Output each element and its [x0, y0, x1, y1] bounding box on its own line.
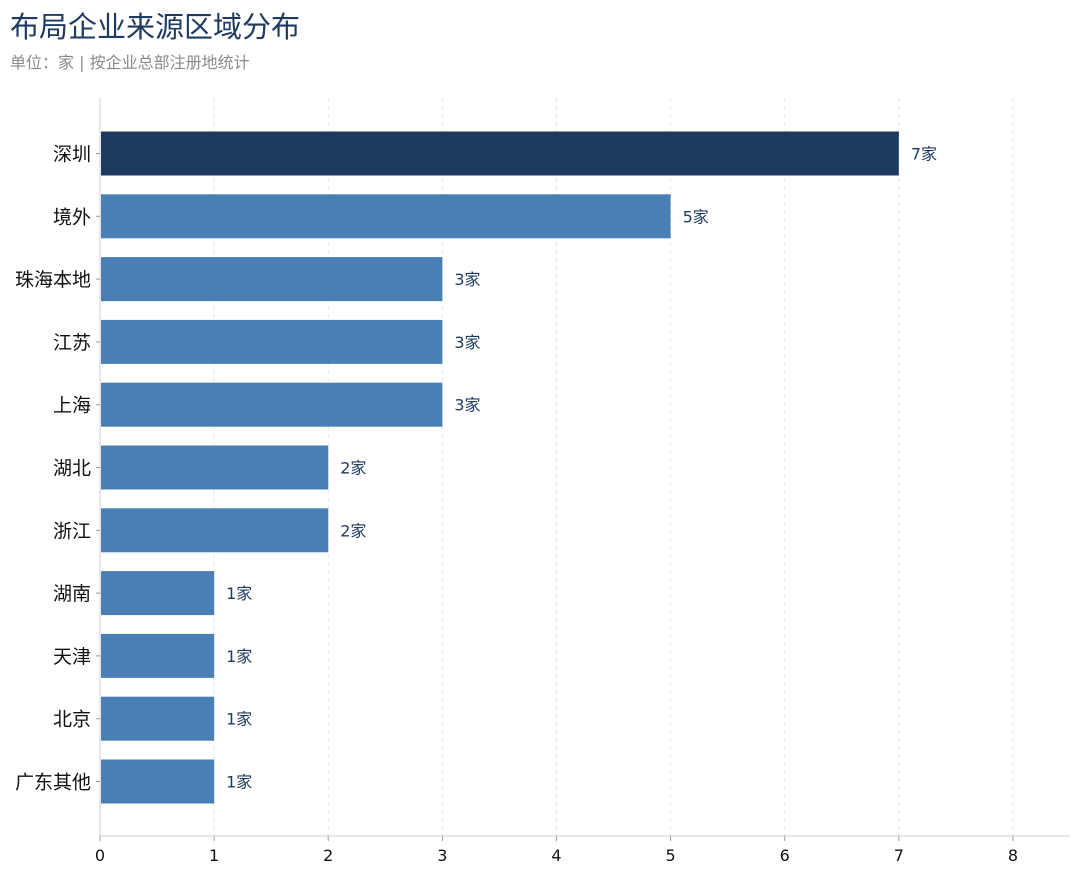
value-label: 3家: [454, 396, 480, 415]
category-label: 江苏: [53, 332, 91, 354]
bar: [101, 759, 215, 804]
value-label: 2家: [340, 459, 366, 478]
chart-title: 布局企业来源区域分布: [10, 10, 301, 44]
value-label: 7家: [911, 145, 937, 164]
bar: [101, 571, 215, 616]
x-tick-label: 2: [323, 846, 333, 865]
category-label: 境外: [53, 206, 91, 228]
category-label: 湖南: [53, 583, 91, 605]
value-label: 3家: [454, 333, 480, 352]
category-label: 浙江: [53, 520, 91, 542]
x-tick-label: 0: [95, 846, 105, 865]
bar: [101, 696, 215, 741]
bar: [101, 131, 899, 176]
value-label: 3家: [454, 270, 480, 289]
bar: [101, 382, 443, 427]
value-label: 1家: [226, 710, 252, 729]
x-tick-label: 8: [1008, 846, 1018, 865]
category-label: 上海: [53, 395, 91, 417]
bar: [101, 257, 443, 302]
bar: [101, 445, 329, 490]
chart-subtitle: 单位：家 | 按企业总部注册地统计: [10, 53, 250, 72]
x-tick-label: 6: [780, 846, 790, 865]
category-label: 广东其他: [15, 772, 91, 794]
bar: [101, 508, 329, 553]
category-label: 北京: [53, 709, 91, 731]
axes: [96, 98, 1070, 841]
value-label: 1家: [226, 584, 252, 603]
x-tick-label: 5: [665, 846, 675, 865]
value-label: 1家: [226, 773, 252, 792]
bars: [101, 131, 899, 804]
category-label: 深圳: [53, 144, 91, 166]
bar: [101, 633, 215, 678]
category-label: 天津: [53, 646, 91, 668]
x-tick-label: 3: [437, 846, 447, 865]
bar: [101, 194, 671, 239]
category-label: 湖北: [53, 458, 91, 480]
x-tick-label: 7: [894, 846, 904, 865]
value-label: 2家: [340, 521, 366, 540]
bar: [101, 319, 443, 364]
x-tick-label: 1: [209, 846, 219, 865]
value-label: 1家: [226, 647, 252, 666]
category-label: 珠海本地: [15, 269, 91, 291]
x-tick-label: 4: [551, 846, 561, 865]
value-label: 5家: [683, 207, 709, 226]
